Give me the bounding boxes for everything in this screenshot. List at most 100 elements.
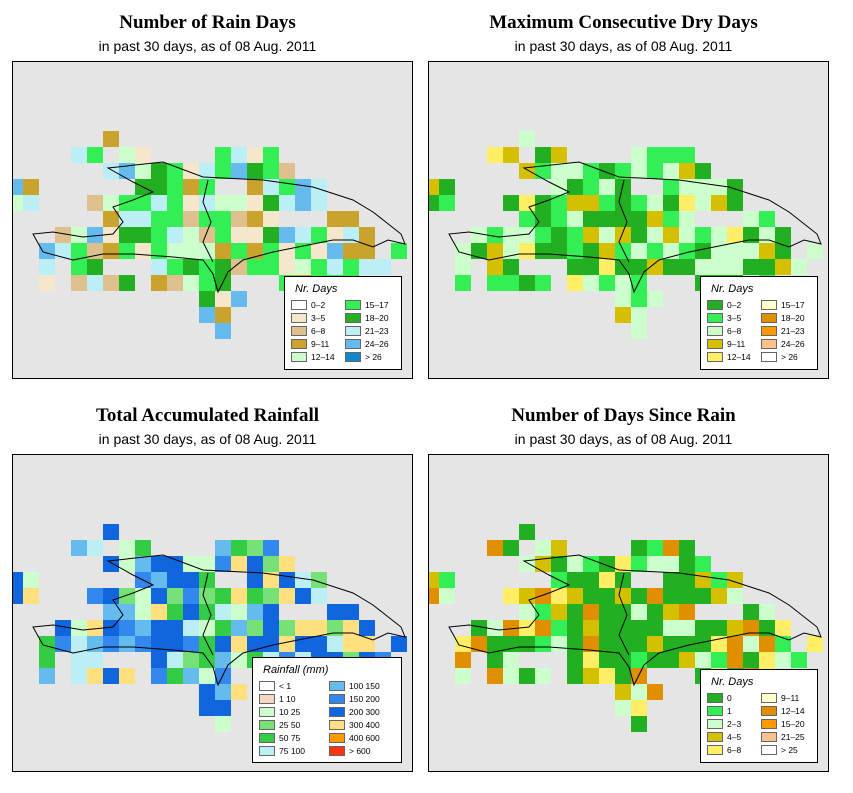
- legend-item: 0–2: [291, 299, 341, 311]
- legend-swatch: [707, 732, 723, 742]
- legend-swatch: [345, 300, 361, 310]
- legend-swatch: [761, 719, 777, 729]
- legend-item: > 26: [761, 351, 811, 363]
- legend-title: Nr. Days: [295, 283, 338, 295]
- legend-label: 3–5: [311, 313, 326, 323]
- legend-swatch: [291, 300, 307, 310]
- legend-label: 15–17: [781, 300, 805, 310]
- legend-item: 21–23: [761, 325, 811, 337]
- legend-item: 15–20: [761, 718, 811, 730]
- map-graphic: [429, 131, 823, 339]
- legend-item: 3–5: [707, 312, 757, 324]
- legend-item: 21–25: [761, 731, 811, 743]
- legend-swatch: [329, 720, 345, 730]
- legend-label: 18–20: [781, 313, 805, 323]
- legend-item: 12–14: [761, 705, 811, 717]
- legend-item: 0: [707, 692, 757, 704]
- legend-item: 21–23: [345, 325, 395, 337]
- map-since-rain: Nr. Days 0 9–11 1 12–14 2–3 15–20 4–5 21–25 6–8 >…: [428, 454, 829, 772]
- legend-label: 24–26: [365, 339, 389, 349]
- legend-swatch: [259, 746, 275, 756]
- legend-swatch: [761, 339, 777, 349]
- map-graphic: [429, 524, 823, 732]
- panel-subtitle: in past 30 days, as of 08 Aug. 2011: [514, 38, 733, 54]
- legend-swatch: [761, 352, 777, 362]
- legend-label: 3–5: [727, 313, 742, 323]
- legend-label: 25 50: [279, 720, 301, 730]
- legend-label: 100 150: [349, 681, 380, 691]
- legend-item: 15–17: [345, 299, 395, 311]
- legend-swatch: [761, 313, 777, 323]
- legend-label: 0: [727, 693, 732, 703]
- legend-title: Nr. Days: [711, 676, 754, 688]
- legend-item: 25 50: [259, 719, 325, 731]
- legend-label: > 600: [349, 746, 371, 756]
- legend-grid: 0–2 15–17 3–5 18–20 6–8 21–23 9–11 24–26 12–14 > …: [707, 299, 811, 363]
- legend-swatch: [329, 694, 345, 704]
- legend-label: 400 600: [349, 733, 380, 743]
- legend-label: 21–25: [781, 732, 805, 742]
- legend-label: 0–2: [311, 300, 326, 310]
- legend-item: 9–11: [761, 692, 811, 704]
- legend-item: 10 25: [259, 706, 325, 718]
- legend-item: 4–5: [707, 731, 757, 743]
- map-graphic: [13, 131, 407, 339]
- legend-item: 3–5: [291, 312, 341, 324]
- legend-swatch: [707, 339, 723, 349]
- panel-rain-days: Number of Rain Days in past 30 days, as …: [0, 0, 415, 392]
- legend-swatch: [707, 693, 723, 703]
- legend-swatch: [345, 339, 361, 349]
- legend-label: 21–23: [365, 326, 389, 336]
- legend-swatch: [707, 352, 723, 362]
- legend-label: 0–2: [727, 300, 742, 310]
- legend: Nr. Days 0–2 15–17 3–5 18–20 6–8 21–23 9–11 24–…: [700, 276, 818, 370]
- legend-item: 200 300: [329, 706, 395, 718]
- legend-item: 100 150: [329, 680, 395, 692]
- legend-item: 6–8: [707, 325, 757, 337]
- legend-label: 4–5: [727, 732, 742, 742]
- legend-label: 18–20: [365, 313, 389, 323]
- legend-label: 12–14: [781, 706, 805, 716]
- legend-item: 15–17: [761, 299, 811, 311]
- legend-item: 18–20: [761, 312, 811, 324]
- legend-label: 1 10: [279, 694, 296, 704]
- legend-label: 75 100: [279, 746, 305, 756]
- legend-swatch: [761, 326, 777, 336]
- legend-title: Rainfall (mm): [263, 664, 329, 676]
- legend-label: > 26: [365, 352, 382, 362]
- legend-label: 9–11: [781, 693, 800, 703]
- legend-label: < 1: [279, 681, 292, 691]
- map-dry-days: Nr. Days 0–2 15–17 3–5 18–20 6–8 21–23 9–11 24–…: [428, 61, 829, 379]
- legend-item: > 25: [761, 744, 811, 756]
- legend-label: 6–8: [727, 326, 742, 336]
- legend-swatch: [345, 326, 361, 336]
- legend-label: 10 25: [279, 707, 301, 717]
- legend: Rainfall (mm) < 1 100 150 1 10 150 200 10 25…: [252, 657, 402, 763]
- legend-item: < 1: [259, 680, 325, 692]
- legend-item: 50 75: [259, 732, 325, 744]
- legend-grid: < 1 100 150 1 10 150 200 10 25 200 300 25 50 30…: [259, 680, 395, 757]
- legend-item: 400 600: [329, 732, 395, 744]
- panel-title: Number of Rain Days: [119, 12, 296, 33]
- legend-label: > 25: [781, 745, 798, 755]
- legend-swatch: [761, 706, 777, 716]
- legend-swatch: [291, 313, 307, 323]
- legend-swatch: [761, 693, 777, 703]
- legend-item: 9–11: [291, 338, 341, 350]
- legend-item: 300 400: [329, 719, 395, 731]
- map-rainfall: Rainfall (mm) < 1 100 150 1 10 150 200 10 25…: [12, 454, 413, 772]
- legend-label: 300 400: [349, 720, 380, 730]
- legend-title: Nr. Days: [711, 283, 754, 295]
- legend-swatch: [259, 707, 275, 717]
- panel-dry-days: Maximum Consecutive Dry Days in past 30 …: [416, 0, 831, 392]
- legend-grid: 0 9–11 1 12–14 2–3 15–20 4–5 21–25 6–8 > 25: [707, 692, 811, 756]
- legend-item: 12–14: [291, 351, 341, 363]
- legend-label: 200 300: [349, 707, 380, 717]
- legend-swatch: [329, 707, 345, 717]
- legend-swatch: [259, 733, 275, 743]
- legend-swatch: [329, 681, 345, 691]
- legend-label: > 26: [781, 352, 798, 362]
- legend-item: 6–8: [291, 325, 341, 337]
- legend-label: 2–3: [727, 719, 742, 729]
- panel-title: Maximum Consecutive Dry Days: [489, 12, 758, 33]
